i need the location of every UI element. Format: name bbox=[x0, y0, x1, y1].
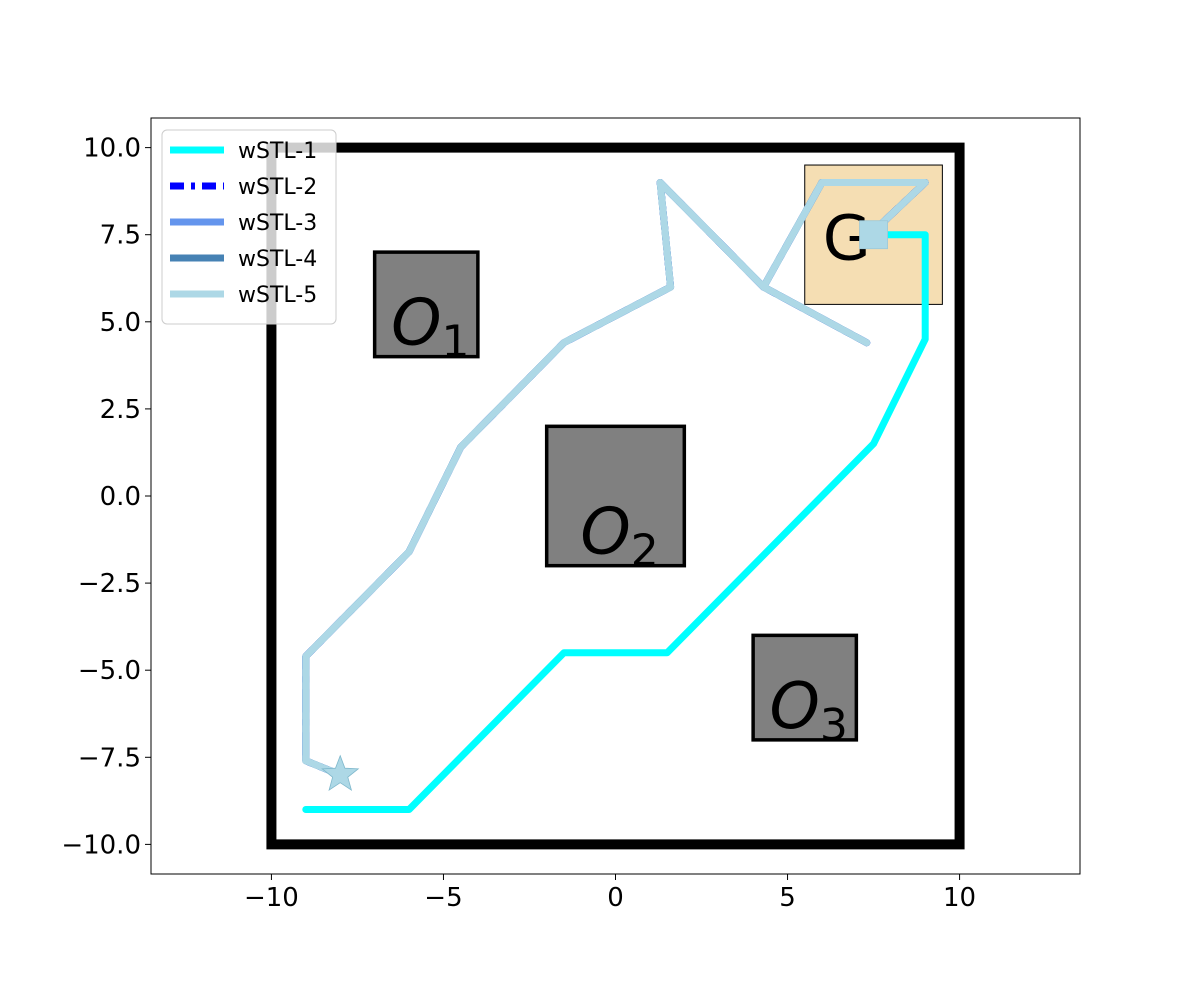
legend-label-3: wSTL-3 bbox=[238, 211, 317, 236]
ticks-layer: −10 −5 0 5 10 −10.0 −7.5 −5.0 −2.5 0.0 2.5 5.0 7.5 10… bbox=[61, 134, 976, 913]
y-tick-label: −2.5 bbox=[78, 569, 141, 599]
series-line-5 bbox=[302, 179, 929, 779]
legend: wSTL-1 wSTL-2 wSTL-3 wSTL-4 wSTL-5 bbox=[161, 129, 337, 325]
obstacle-3 bbox=[751, 633, 859, 742]
y-tick-label: −7.5 bbox=[78, 743, 141, 773]
legend-label-5: wSTL-5 bbox=[238, 283, 317, 308]
y-tick-label: 2.5 bbox=[100, 395, 141, 425]
end-square-marker bbox=[859, 220, 888, 250]
legend-label-4: wSTL-4 bbox=[238, 247, 317, 272]
obstacle-2 bbox=[544, 424, 687, 568]
legend-label-1: wSTL-1 bbox=[238, 139, 317, 164]
y-tick-label: −5.0 bbox=[78, 656, 141, 686]
series-layer bbox=[302, 179, 929, 813]
x-tick-label: 5 bbox=[779, 883, 796, 913]
obstacle-label-3: O3 bbox=[770, 670, 848, 751]
x-tick-label: 10 bbox=[943, 883, 976, 913]
y-tick-label: 0.0 bbox=[100, 482, 141, 512]
x-tick-label: 0 bbox=[607, 883, 624, 913]
x-tick-label: −5 bbox=[424, 883, 462, 913]
obstacle-label-2: O2 bbox=[580, 496, 658, 577]
workspace-boundary bbox=[266, 142, 965, 850]
y-tick-label: −10.0 bbox=[61, 830, 141, 860]
series-line-1 bbox=[302, 231, 929, 813]
y-tick-label: 7.5 bbox=[100, 221, 141, 251]
y-tick-label: 10.0 bbox=[83, 134, 141, 164]
legend-label-2: wSTL-2 bbox=[238, 175, 317, 200]
obstacle-1 bbox=[372, 250, 480, 359]
obstacle-label-1: O1 bbox=[391, 287, 469, 368]
start-star-marker bbox=[321, 754, 360, 792]
legend-box bbox=[161, 129, 337, 325]
y-tick-label: 5.0 bbox=[100, 308, 141, 338]
markers-layer bbox=[321, 220, 888, 792]
x-tick-label: −10 bbox=[244, 883, 299, 913]
